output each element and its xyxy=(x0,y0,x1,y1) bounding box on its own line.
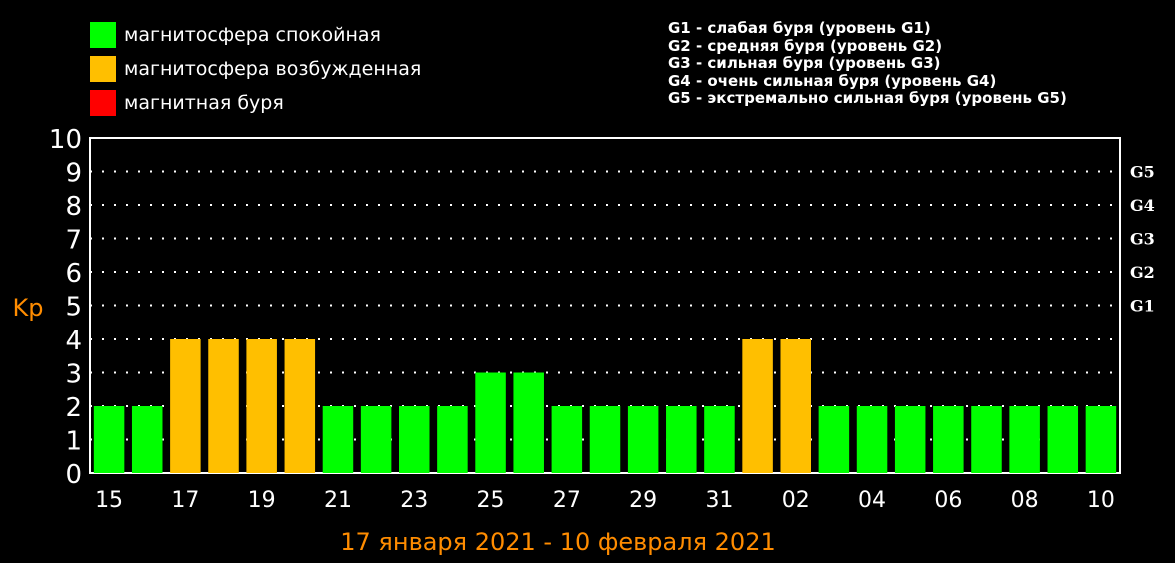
x-tick-label: 08 xyxy=(1011,488,1039,513)
x-tick-label: 17 xyxy=(171,488,199,513)
x-tick-label: 02 xyxy=(782,488,810,513)
bar xyxy=(780,339,811,473)
x-tick-label: 04 xyxy=(858,488,886,513)
legend-swatch-storm xyxy=(90,90,116,116)
bar xyxy=(704,406,735,473)
bar xyxy=(513,372,544,473)
y-tick-label: 7 xyxy=(65,226,82,256)
x-axis-ticks: 15 17 19 21 23 25 27 29 31 02 04 06 08 10 xyxy=(95,488,1115,513)
g-level-ticks: G1 G2 G3 G4 G5 xyxy=(1130,163,1155,316)
legend-g4: G4 - очень сильная буря (уровень G4) xyxy=(668,71,997,90)
y-axis-label: Kp xyxy=(13,294,44,322)
legend-swatch-excited xyxy=(90,56,116,82)
bar xyxy=(1047,406,1079,473)
bar xyxy=(170,339,201,473)
legend-label-excited: магнитосфера возбужденная xyxy=(124,58,422,80)
y-tick-label: 4 xyxy=(65,326,82,356)
y-tick-label: 3 xyxy=(65,360,82,390)
legend-label-calm: магнитосфера спокойная xyxy=(124,24,381,46)
legend-g-levels: G1 - слабая буря (уровень G1) G2 - средн… xyxy=(668,19,1067,108)
bar xyxy=(93,406,125,473)
g-level-label: G2 xyxy=(1130,263,1155,282)
bar xyxy=(627,406,659,473)
bar xyxy=(742,339,773,473)
legend-left: магнитосфера спокойная магнитосфера возб… xyxy=(90,18,421,120)
bar xyxy=(246,339,277,473)
bar xyxy=(894,406,926,473)
y-axis-ticks: 01 23 45 67 89 10 xyxy=(49,125,82,490)
g-level-label: G1 xyxy=(1130,297,1155,316)
legend-item-excited: магнитосфера возбужденная xyxy=(90,52,421,86)
g-level-label: G3 xyxy=(1130,230,1155,249)
y-tick-label: 8 xyxy=(65,192,82,222)
bar xyxy=(360,406,392,473)
bars xyxy=(93,339,1117,473)
x-tick-label: 27 xyxy=(553,488,581,513)
bar xyxy=(437,406,468,473)
y-tick-label: 0 xyxy=(65,460,82,490)
x-tick-label: 19 xyxy=(248,488,276,513)
x-axis-label: 17 января 2021 - 10 февраля 2021 xyxy=(340,528,775,556)
bar xyxy=(399,406,430,473)
y-tick-label: 1 xyxy=(65,427,82,457)
bar xyxy=(933,406,964,473)
y-tick-label: 5 xyxy=(65,293,82,323)
legend-g2: G2 - средняя буря (уровень G2) xyxy=(668,36,943,55)
legend-g5: G5 - экстремально сильная буря (уровень … xyxy=(668,89,1067,107)
bar xyxy=(589,406,621,473)
y-tick-label: 2 xyxy=(65,393,82,423)
bar xyxy=(551,406,583,473)
bar xyxy=(208,339,239,473)
x-tick-label: 23 xyxy=(400,488,428,513)
bar xyxy=(1085,406,1117,473)
legend-g1: G1 - слабая буря (уровень G1) xyxy=(668,19,931,37)
bar xyxy=(475,372,506,473)
legend-item-calm: магнитосфера спокойная xyxy=(90,18,421,52)
g-level-label: G4 xyxy=(1130,196,1155,215)
legend-item-storm: магнитная буря xyxy=(90,86,421,120)
x-tick-label: 31 xyxy=(705,488,733,513)
bar xyxy=(856,406,888,473)
x-tick-label: 21 xyxy=(324,488,352,513)
y-tick-label: 6 xyxy=(65,259,82,289)
bar xyxy=(971,406,1002,473)
x-tick-label: 29 xyxy=(629,488,657,513)
bar xyxy=(1009,406,1040,473)
x-tick-label: 10 xyxy=(1087,488,1115,513)
g-level-label: G5 xyxy=(1130,163,1155,182)
legend-swatch-calm xyxy=(90,22,116,48)
grid-lines xyxy=(90,170,1120,441)
bar xyxy=(284,339,316,473)
x-tick-label: 15 xyxy=(95,488,123,513)
legend-g3: G3 - сильная буря (уровень G3) xyxy=(668,54,941,72)
bar xyxy=(666,406,697,473)
bar xyxy=(818,406,850,473)
bar xyxy=(131,406,163,473)
x-tick-label: 25 xyxy=(477,488,505,513)
y-tick-label: 9 xyxy=(65,159,82,189)
legend-label-storm: магнитная буря xyxy=(124,92,284,114)
y-tick-label: 10 xyxy=(49,125,82,155)
bar xyxy=(322,406,354,473)
x-tick-label: 06 xyxy=(934,488,962,513)
